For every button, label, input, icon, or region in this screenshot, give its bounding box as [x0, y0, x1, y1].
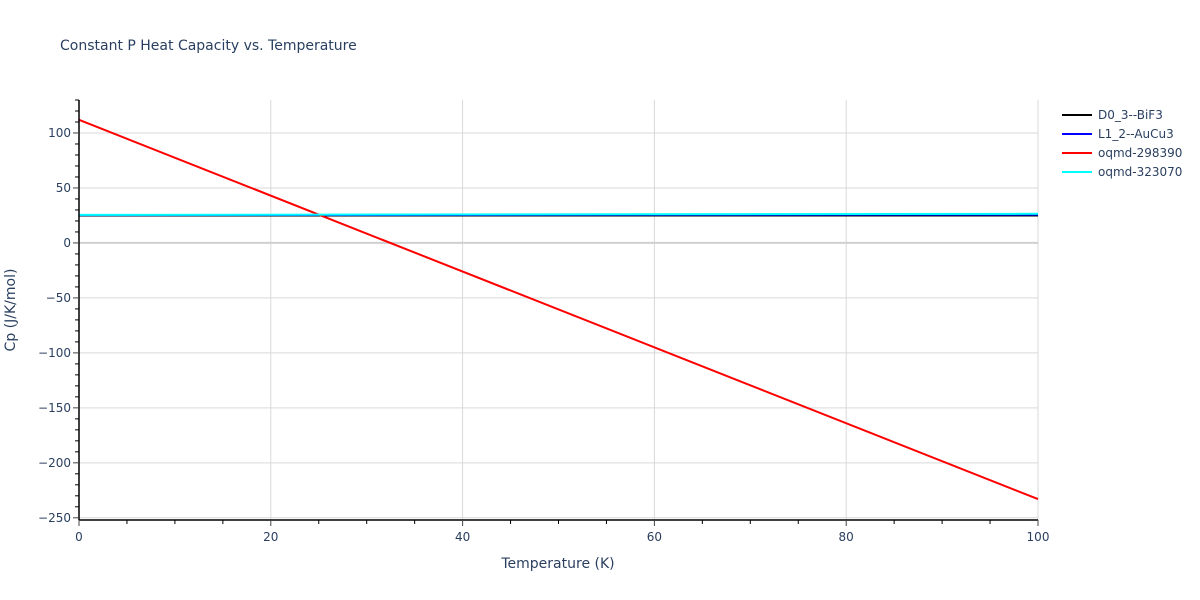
grid: [79, 100, 1039, 520]
x-tick-label: 0: [75, 530, 83, 544]
chart-title: Constant P Heat Capacity vs. Temperature: [60, 38, 357, 54]
x-tick-label: 60: [647, 530, 662, 544]
legend-item[interactable]: D0_3--BiF3: [1062, 108, 1163, 122]
legend-item[interactable]: oqmd-323070: [1062, 165, 1182, 179]
x-axis-title: Temperature (K): [500, 556, 614, 572]
legend-item[interactable]: L1_2--AuCu3: [1062, 127, 1174, 141]
plot-area: [78, 118, 1039, 501]
legend-item[interactable]: oqmd-298390: [1062, 146, 1182, 160]
axes: 0 20 40 60 80 100 −250 −200 −150 −100 −50 0 50 100: [38, 99, 1050, 544]
x-tick-label: 100: [1027, 530, 1050, 544]
series-line-oqmd-298390: [78, 118, 1039, 501]
x-tick-label: 20: [263, 530, 278, 544]
y-tick-label: −50: [46, 291, 71, 305]
legend: D0_3--BiF3 L1_2--AuCu3 oqmd-298390 oqmd-323…: [1062, 108, 1182, 179]
legend-label: oqmd-323070: [1098, 165, 1182, 179]
y-tick-label: 50: [56, 181, 71, 195]
legend-label: oqmd-298390: [1098, 146, 1182, 160]
y-tick-label: −150: [38, 401, 71, 415]
legend-label: D0_3--BiF3: [1098, 108, 1163, 122]
y-tick-label: −100: [38, 346, 71, 360]
x-tick-label: 80: [839, 530, 854, 544]
series-line-oqmd-323070: [78, 212, 1039, 216]
legend-label: L1_2--AuCu3: [1098, 127, 1174, 141]
y-tick-label: −250: [38, 511, 71, 525]
y-tick-label: 100: [48, 126, 71, 140]
y-tick-label: −200: [38, 456, 71, 470]
x-tick-label: 40: [455, 530, 470, 544]
y-axis-title: Cp (J/K/mol): [3, 269, 19, 352]
y-tick-label: 0: [63, 236, 71, 250]
